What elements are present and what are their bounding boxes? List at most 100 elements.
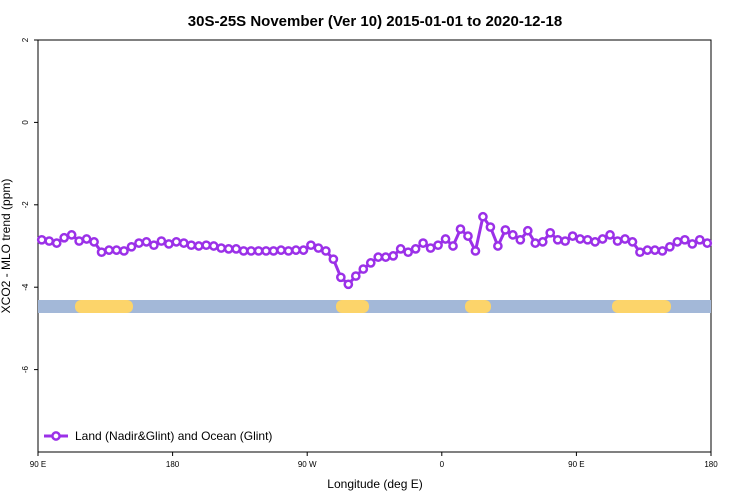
data-point [74, 236, 84, 246]
data-point [59, 232, 70, 243]
data-point [89, 237, 99, 247]
data-point [111, 245, 122, 255]
data-point [433, 240, 443, 251]
x-tick-label: 180 [704, 460, 718, 469]
data-point [410, 244, 421, 254]
data-point [306, 240, 316, 251]
data-point [276, 245, 286, 255]
data-point [515, 234, 526, 245]
data-point [358, 264, 369, 274]
data-point [291, 245, 301, 255]
data-point [253, 246, 264, 256]
data-point [104, 245, 114, 255]
x-tick-label: 90 W [298, 460, 317, 469]
data-point [582, 234, 593, 245]
ocean-band [38, 300, 711, 313]
data-point [552, 234, 563, 245]
y-axis-label: XCO2 - MLO trend (ppm) [0, 179, 13, 314]
data-point [231, 244, 242, 254]
land-band [75, 300, 133, 313]
data-point [694, 234, 705, 245]
data-point [418, 238, 428, 248]
data-point [545, 227, 556, 238]
data-point [246, 246, 256, 256]
data-point [672, 237, 683, 247]
y-tick-label: 0 [21, 120, 30, 125]
data-point [650, 245, 660, 255]
data-point [149, 240, 159, 251]
land-band [336, 300, 369, 313]
data-point [268, 246, 279, 256]
data-point [283, 246, 294, 256]
x-tick-label: 90 E [30, 460, 46, 469]
x-tick-label: 0 [440, 460, 445, 469]
data-point [627, 237, 638, 247]
data-point [380, 252, 391, 262]
data-point [597, 234, 608, 244]
data-point [395, 244, 406, 254]
data-point [81, 234, 92, 244]
data-point [186, 240, 197, 251]
data-point [238, 246, 249, 256]
data-point [463, 231, 473, 241]
data-point [66, 230, 77, 240]
data-point [36, 234, 47, 245]
data-point [537, 237, 548, 247]
data-point [560, 236, 571, 246]
data-point [657, 246, 668, 256]
data-point [590, 237, 600, 247]
data-point [223, 244, 234, 254]
data-point [642, 245, 653, 255]
data-point [388, 251, 399, 261]
data-point [373, 252, 384, 262]
data-point [298, 245, 309, 255]
data-point [455, 224, 466, 234]
data-point [507, 230, 518, 240]
data-point [470, 246, 481, 256]
land-ocean-band [38, 300, 711, 313]
data-point [336, 272, 346, 283]
data-point [575, 234, 585, 244]
y-tick-label: -2 [21, 201, 30, 209]
data-point [702, 238, 713, 248]
legend-marker [51, 431, 61, 441]
data-point [448, 241, 458, 251]
data-point [51, 238, 62, 248]
data-point [679, 234, 690, 245]
data-point [567, 231, 578, 241]
x-axis-label: Longitude (deg E) [327, 477, 422, 491]
data-point [44, 236, 55, 246]
data-point [440, 234, 451, 244]
data-point [134, 238, 144, 248]
y-tick-label: -6 [21, 365, 30, 373]
series-line [41, 213, 708, 287]
data-point [208, 241, 219, 251]
data-point [119, 246, 129, 256]
data-point [425, 243, 436, 253]
data-point [403, 247, 413, 258]
data-point [530, 238, 541, 248]
legend-label: Land (Nadir&Glint) and Ocean (Glint) [75, 429, 272, 443]
data-point [313, 243, 324, 253]
y-tick-label: 2 [21, 37, 30, 42]
data-point [216, 243, 227, 253]
data-point [605, 230, 615, 240]
data-point [635, 247, 645, 258]
data-point [156, 236, 167, 246]
data-point [350, 271, 361, 281]
data-point [493, 241, 503, 251]
x-tick-label: 90 E [568, 460, 584, 469]
data-point [500, 225, 511, 235]
x-tick-label: 180 [166, 460, 180, 469]
land-band [465, 300, 491, 313]
data-point [201, 240, 212, 251]
land-band [612, 300, 671, 313]
data-point [193, 241, 204, 251]
data-point [328, 254, 339, 265]
data-point [620, 234, 630, 244]
data-point [522, 225, 533, 236]
data-point [96, 247, 107, 258]
data-point [164, 239, 174, 249]
data-point [321, 246, 331, 256]
